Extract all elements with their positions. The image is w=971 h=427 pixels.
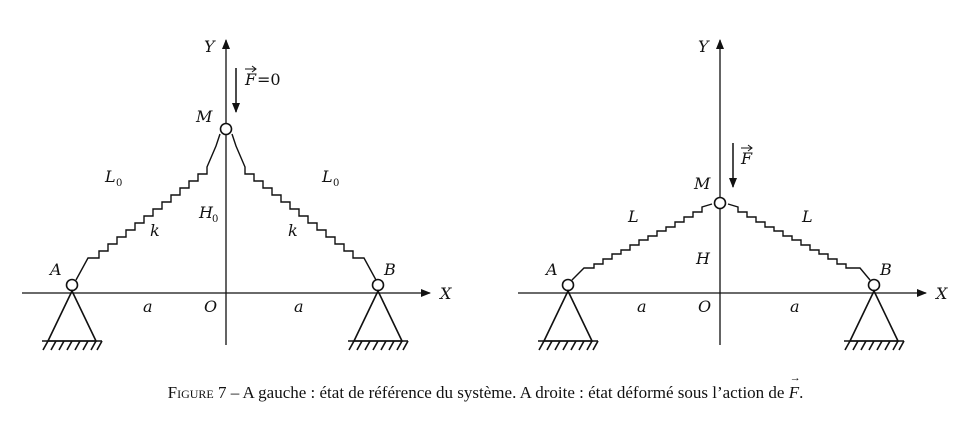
- caption-end: .: [799, 383, 804, 402]
- force-label: F: [740, 149, 753, 168]
- half-span-left-label: a: [143, 297, 153, 316]
- force-label: F: [244, 70, 257, 89]
- length-right-label: L: [801, 207, 813, 226]
- node-b-label: B: [383, 260, 396, 279]
- node-m: [713, 196, 727, 210]
- height-label: H: [198, 203, 214, 222]
- half-span-right-label: a: [294, 297, 304, 316]
- figure-number: Figure 7: [167, 383, 227, 402]
- support-a: [42, 289, 103, 351]
- half-span-right-label: a: [790, 297, 800, 316]
- half-span-left-label: a: [637, 297, 647, 316]
- spring-left: [571, 203, 713, 281]
- caption-text: – A gauche : état de référence du systèm…: [226, 383, 789, 402]
- stiffness-right-label: k: [288, 221, 298, 240]
- node-b: [867, 278, 881, 292]
- node-b: [371, 278, 385, 292]
- support-a: [538, 289, 599, 351]
- node-a: [561, 278, 575, 292]
- node-a: [65, 278, 79, 292]
- spring-left: [75, 133, 221, 281]
- force-vector-mark: [245, 65, 257, 73]
- support-b: [844, 289, 905, 351]
- node-b-label: B: [879, 260, 892, 279]
- length-left-label: L: [104, 167, 116, 186]
- caption-force-symbol: F: [789, 383, 799, 402]
- stiffness-left-label: k: [150, 221, 160, 240]
- height-label: H: [695, 249, 711, 268]
- y-axis-label: Y: [204, 37, 216, 56]
- y-axis-label: Y: [698, 37, 710, 56]
- support-b: [348, 289, 409, 351]
- length-left-label: L: [627, 207, 639, 226]
- node-a-label: A: [544, 260, 558, 279]
- x-axis-label: X: [934, 284, 948, 303]
- node-m-label: M: [195, 107, 213, 126]
- left-diagram: Y X F =0 M A B O a a L 0 L 0 k k H 0: [22, 37, 452, 351]
- force-value: =0: [257, 70, 281, 89]
- diagram: Y X F =0 M A B O a a L 0 L 0 k k H 0: [22, 37, 948, 351]
- origin-label: O: [698, 297, 711, 316]
- right-diagram: Y X F M A B O a a L L H: [518, 37, 948, 351]
- length-right-label: L: [321, 167, 333, 186]
- x-axis-label: X: [438, 284, 452, 303]
- origin-label: O: [204, 297, 217, 316]
- length-left-subscript: 0: [116, 178, 122, 189]
- node-a-label: A: [48, 260, 62, 279]
- force-vector-mark: [741, 144, 753, 152]
- length-right-subscript: 0: [333, 178, 339, 189]
- figure-caption: Figure 7 – A gauche : état de référence …: [0, 383, 971, 403]
- height-subscript: 0: [212, 214, 218, 225]
- node-m: [219, 122, 233, 136]
- node-m-label: M: [693, 174, 711, 193]
- spring-right: [231, 133, 377, 281]
- spring-right: [727, 203, 871, 281]
